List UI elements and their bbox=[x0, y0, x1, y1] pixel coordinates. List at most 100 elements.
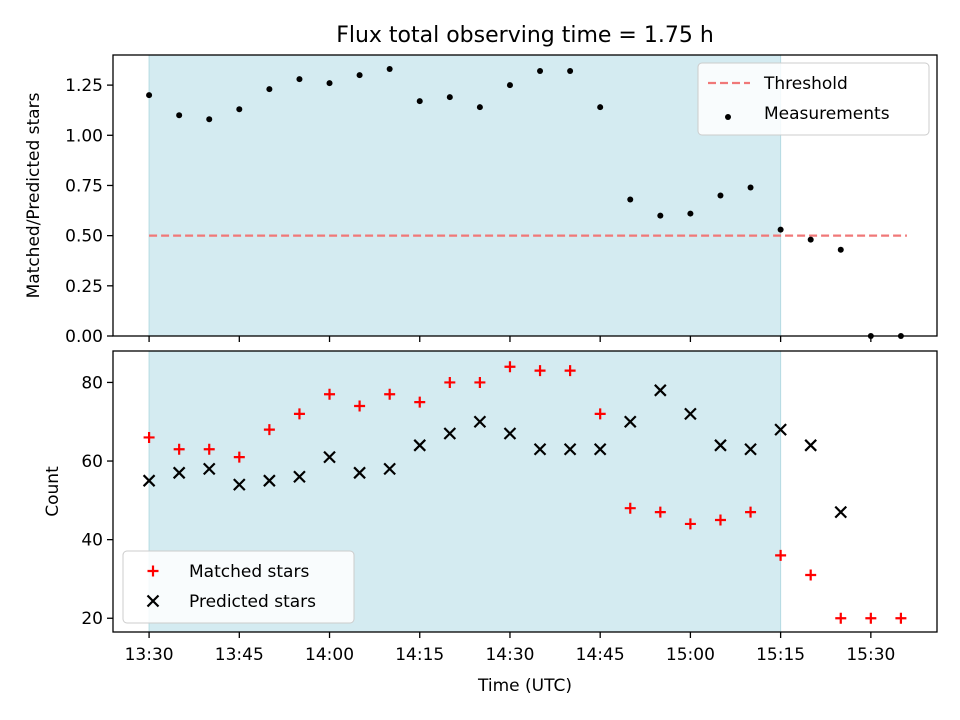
data-point bbox=[714, 439, 727, 452]
series-matched-stars bbox=[143, 361, 907, 624]
legend: Threshold Measurements bbox=[697, 62, 930, 136]
data-point bbox=[266, 86, 273, 93]
data-point bbox=[835, 612, 847, 624]
y-tick-label: 0.00 bbox=[65, 327, 103, 347]
data-point bbox=[745, 506, 757, 518]
x-tick-label: 15:00 bbox=[666, 645, 715, 665]
data-point bbox=[593, 442, 607, 456]
series-measurements bbox=[146, 66, 904, 339]
data-point bbox=[202, 462, 216, 476]
data-point bbox=[775, 549, 787, 561]
data-point bbox=[443, 427, 457, 440]
x-tick-label: 13:45 bbox=[215, 645, 264, 665]
data-point bbox=[504, 361, 516, 373]
series-predicted-stars bbox=[142, 384, 848, 519]
data-point bbox=[446, 94, 453, 101]
data-point bbox=[206, 116, 213, 123]
panel-2: 20 40 60 80 13:30 13:45 14:00 14:15 14:30 14:45 15… bbox=[43, 350, 938, 665]
data-point bbox=[597, 104, 604, 111]
x-tick-label: 14:15 bbox=[395, 645, 444, 665]
y-tick-label: 1.00 bbox=[65, 126, 103, 146]
axes-frame bbox=[112, 350, 938, 633]
data-point bbox=[774, 423, 787, 436]
data-point bbox=[834, 505, 848, 519]
data-point bbox=[627, 196, 634, 203]
legend-swatch bbox=[147, 565, 159, 577]
data-point bbox=[657, 212, 664, 219]
data-point bbox=[807, 236, 814, 243]
y-tick-label: 0.75 bbox=[65, 176, 103, 196]
data-point bbox=[895, 612, 907, 624]
data-point bbox=[654, 384, 667, 397]
data-point bbox=[474, 376, 486, 388]
x-tick-label: 15:15 bbox=[756, 645, 805, 665]
data-point bbox=[324, 388, 336, 400]
data-point bbox=[413, 439, 427, 452]
y-axis-label: Matched/Predicted stars bbox=[24, 92, 44, 298]
data-point bbox=[386, 66, 393, 73]
data-point bbox=[236, 106, 243, 113]
legend-label: Threshold bbox=[763, 74, 848, 94]
data-point bbox=[263, 474, 276, 487]
data-point bbox=[777, 226, 784, 233]
data-point bbox=[714, 514, 726, 526]
y-tick-label: 1.25 bbox=[65, 76, 103, 96]
data-point bbox=[534, 365, 546, 377]
legend-swatch bbox=[725, 114, 731, 120]
y-tick-label: 80 bbox=[81, 373, 103, 393]
data-point bbox=[173, 443, 185, 455]
y-tick-label: 40 bbox=[81, 531, 103, 551]
legend: Matched stars Predicted stars bbox=[122, 550, 355, 624]
data-point bbox=[567, 68, 574, 75]
data-point bbox=[563, 442, 577, 456]
data-point bbox=[744, 442, 757, 456]
data-point bbox=[233, 478, 246, 491]
data-point bbox=[503, 427, 517, 440]
data-point bbox=[865, 612, 877, 624]
x-tick-label: 14:45 bbox=[576, 645, 625, 665]
data-point bbox=[384, 388, 396, 400]
y-tick-label: 0.25 bbox=[65, 277, 103, 297]
data-point bbox=[684, 518, 696, 530]
axes-frame bbox=[112, 54, 938, 337]
data-point bbox=[354, 400, 366, 412]
data-point bbox=[263, 424, 275, 436]
plot-area: 0.00 0.25 0.50 0.75 1.00 1.25 Matched/Predicte… bbox=[24, 54, 938, 665]
data-point bbox=[233, 451, 245, 463]
x-axis-label: Time (UTC) bbox=[477, 676, 572, 696]
data-point bbox=[804, 439, 817, 452]
data-point bbox=[146, 92, 153, 99]
data-point bbox=[296, 76, 303, 83]
data-point bbox=[537, 68, 544, 75]
data-point bbox=[684, 407, 697, 421]
data-point bbox=[326, 80, 333, 87]
data-point bbox=[353, 466, 366, 480]
data-point bbox=[687, 210, 694, 217]
data-point bbox=[747, 184, 754, 191]
x-tick-label: 15:30 bbox=[846, 645, 895, 665]
data-point bbox=[717, 192, 724, 199]
data-point bbox=[323, 450, 336, 464]
data-point bbox=[414, 396, 426, 408]
data-point bbox=[473, 415, 487, 429]
data-point bbox=[654, 506, 666, 518]
data-point bbox=[356, 72, 363, 79]
x-tick-label: 14:00 bbox=[305, 645, 354, 665]
legend-box bbox=[122, 550, 355, 624]
y-tick-label: 0.50 bbox=[65, 227, 103, 247]
legend-label: Matched stars bbox=[189, 562, 309, 582]
legend-label: Predicted stars bbox=[189, 592, 316, 612]
data-point bbox=[564, 365, 576, 377]
panel-1: 0.00 0.25 0.50 0.75 1.00 1.25 Matched/Predicte… bbox=[24, 54, 938, 347]
data-point bbox=[506, 82, 513, 89]
data-point bbox=[172, 466, 186, 480]
data-point bbox=[533, 442, 547, 456]
data-point bbox=[203, 443, 215, 455]
observing-interval bbox=[148, 54, 782, 337]
x-tick-label: 14:30 bbox=[485, 645, 534, 665]
x-tick-label: 13:30 bbox=[125, 645, 174, 665]
data-point bbox=[837, 246, 844, 253]
y-tick-label: 20 bbox=[81, 609, 103, 629]
legend-box bbox=[697, 62, 930, 136]
